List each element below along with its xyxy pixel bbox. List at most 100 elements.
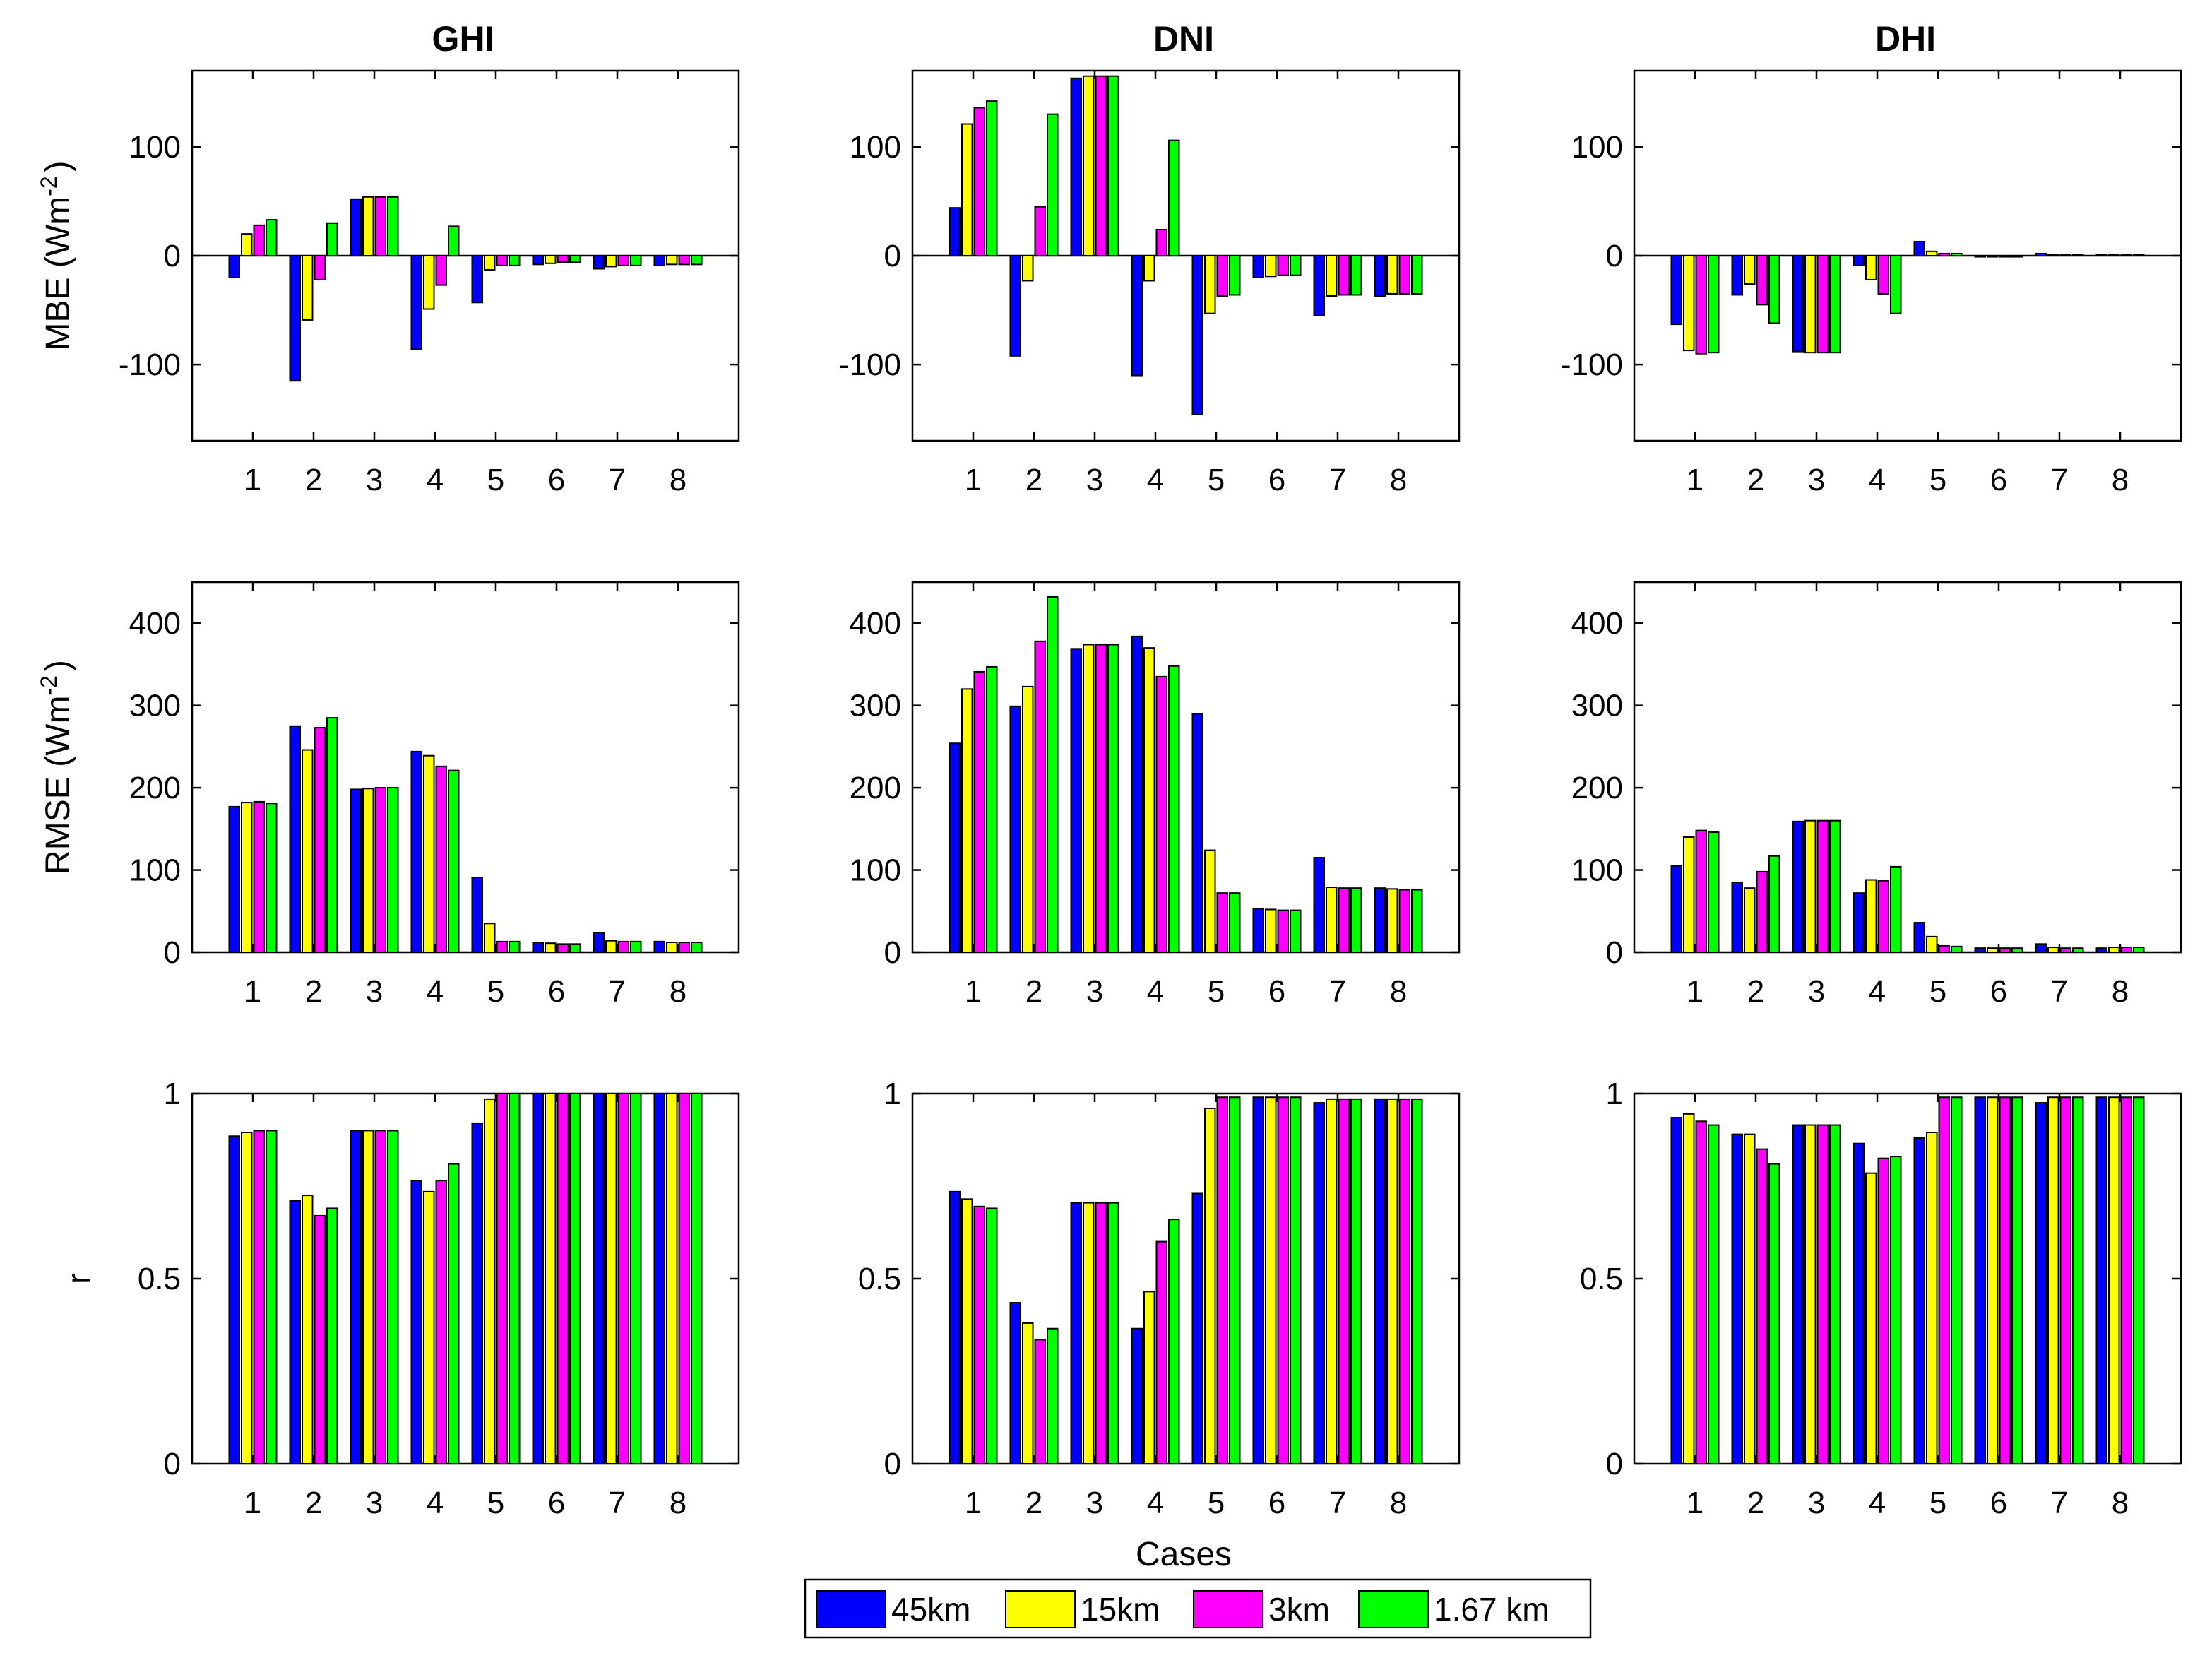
bar-15km-case-5: [483, 923, 496, 953]
bar-15km-case-7: [2047, 947, 2059, 953]
x-tick-label: 3: [1086, 1486, 1103, 1520]
x-tick-label: 3: [366, 1486, 383, 1520]
bar-3km-case-8: [2120, 254, 2132, 257]
bar-45km-case-4: [410, 255, 422, 350]
x-tick-label: 1: [244, 1486, 261, 1520]
bar-3km-case-2: [1756, 870, 1768, 953]
x-tick-label: 7: [1329, 1486, 1346, 1520]
bar-3km-case-6: [557, 943, 569, 954]
bar-15km-case-6: [1986, 1096, 1999, 1464]
bar-45km-case-2: [289, 1200, 301, 1464]
bar-1-67-km-case-2: [1768, 255, 1780, 324]
bar-1-67-km-case-2: [326, 222, 338, 257]
x-tick-label: 3: [366, 974, 383, 1009]
bar-1-67-km-case-6: [569, 943, 581, 954]
y-tick-label: 200: [129, 771, 181, 805]
bar-1-67-km-case-3: [1829, 819, 1841, 953]
x-tick-label: 5: [1208, 463, 1225, 497]
x-tick-label: 4: [1147, 463, 1164, 497]
bar-45km-case-4: [1853, 1142, 1865, 1464]
bar-45km-case-8: [2095, 947, 2107, 953]
bar-1-67-km-case-4: [447, 769, 460, 954]
bar-1-67-km-case-7: [1350, 255, 1362, 296]
bar-45km-case-6: [1974, 1096, 1986, 1464]
x-tick-label: 8: [2112, 1486, 2129, 1520]
bar-1-67-km-case-8: [2132, 254, 2145, 257]
bar-3km-case-3: [374, 1130, 386, 1465]
chart-mbe-dhi: -100 0 100 1 2 3 4 5 6 7 8: [1561, 69, 2182, 497]
bar-45km-case-3: [350, 1130, 362, 1465]
bar-1-67-km-case-5: [508, 255, 521, 266]
bar-45km-case-7: [1313, 255, 1325, 316]
bar-15km-case-4: [1143, 1291, 1155, 1464]
bar-15km-case-6: [1986, 255, 1999, 258]
x-tick-label: 6: [548, 463, 565, 497]
y-tick-label: 300: [129, 689, 181, 723]
ylabel-rmse: RMSE (Wm-2): [36, 660, 77, 875]
x-tick-label: 4: [1869, 1486, 1886, 1520]
bar-15km-case-1: [240, 233, 253, 257]
bar-45km-case-5: [471, 255, 483, 304]
bar-45km-case-1: [949, 1190, 961, 1464]
bar-3km-case-8: [678, 255, 690, 266]
x-tick-label: 5: [487, 1486, 504, 1520]
bar-15km-case-2: [1021, 1322, 1034, 1464]
chart-rmse-ghi: 0 100 200 300 400 1 2 3 4 5 6 7 8: [129, 581, 740, 1009]
bar-45km-case-2: [289, 725, 301, 954]
bar-15km-case-3: [1082, 644, 1095, 954]
bar-1-67-km-case-7: [1350, 1098, 1362, 1464]
bar-1-67-km-case-5: [508, 1093, 521, 1464]
bar-15km-case-3: [1804, 1124, 1816, 1465]
chart-mbe-ghi: -100 0 100 1 2 3 4 5 6 7 8: [119, 69, 740, 497]
bar-1-67-km-case-7: [629, 940, 642, 953]
bar-45km-case-7: [1313, 857, 1325, 953]
x-tick-label: 7: [609, 974, 626, 1009]
bar-15km-case-8: [2107, 1096, 2120, 1464]
bar-1-67-km-case-3: [1107, 644, 1119, 954]
x-tick-label: 4: [1869, 974, 1886, 1009]
bar-45km-case-1: [949, 742, 961, 953]
bar-15km-case-3: [1082, 75, 1095, 256]
bar-15km-case-7: [2047, 1096, 2059, 1464]
bar-15km-case-4: [422, 754, 435, 953]
y-tick-label: -100: [1561, 348, 1623, 382]
bar-3km-case-2: [1756, 255, 1768, 306]
bar-15km-case-4: [1865, 1172, 1877, 1465]
bar-1-67-km-case-4: [447, 225, 460, 257]
bar-15km-case-6: [1264, 908, 1277, 953]
bar-45km-case-2: [289, 255, 301, 382]
bar-45km-case-1: [228, 805, 240, 953]
bar-15km-case-2: [1021, 685, 1034, 954]
x-tick-label: 2: [305, 1486, 322, 1520]
bar-1-67-km-case-6: [1289, 1096, 1302, 1464]
bar-45km-case-7: [2035, 252, 2047, 256]
bar-1-67-km-case-7: [1350, 887, 1362, 954]
bar-45km-case-8: [653, 940, 665, 953]
x-tick-label: 2: [1025, 463, 1042, 497]
x-tick-label: 1: [244, 463, 261, 497]
bar-45km-case-5: [1913, 1137, 1925, 1464]
bar-1-67-km-case-7: [629, 1093, 642, 1464]
x-tick-label: 7: [609, 1486, 626, 1520]
x-tick-label: 5: [1208, 974, 1225, 1009]
bar-15km-case-3: [1804, 819, 1816, 953]
bar-1-67-km-case-1: [1707, 255, 1720, 354]
bar-3km-case-7: [2059, 947, 2071, 953]
bar-15km-case-6: [544, 1093, 557, 1464]
bar-3km-case-5: [1938, 945, 1950, 954]
bar-3km-case-4: [1155, 1240, 1167, 1464]
bar-45km-case-7: [593, 255, 605, 270]
bar-3km-case-5: [496, 1093, 508, 1464]
bar-3km-case-5: [496, 255, 508, 266]
x-tick-label: 7: [609, 463, 626, 497]
bar-1-67-km-case-1: [265, 219, 278, 256]
bar-45km-case-6: [1252, 908, 1264, 953]
bar-1-67-km-case-2: [1046, 1327, 1059, 1464]
y-tick-label: -100: [119, 348, 181, 382]
bar-45km-case-3: [1070, 1202, 1082, 1464]
y-tick-label: 100: [129, 130, 181, 165]
bar-3km-case-4: [1877, 880, 1889, 954]
bar-45km-case-5: [1191, 713, 1203, 953]
